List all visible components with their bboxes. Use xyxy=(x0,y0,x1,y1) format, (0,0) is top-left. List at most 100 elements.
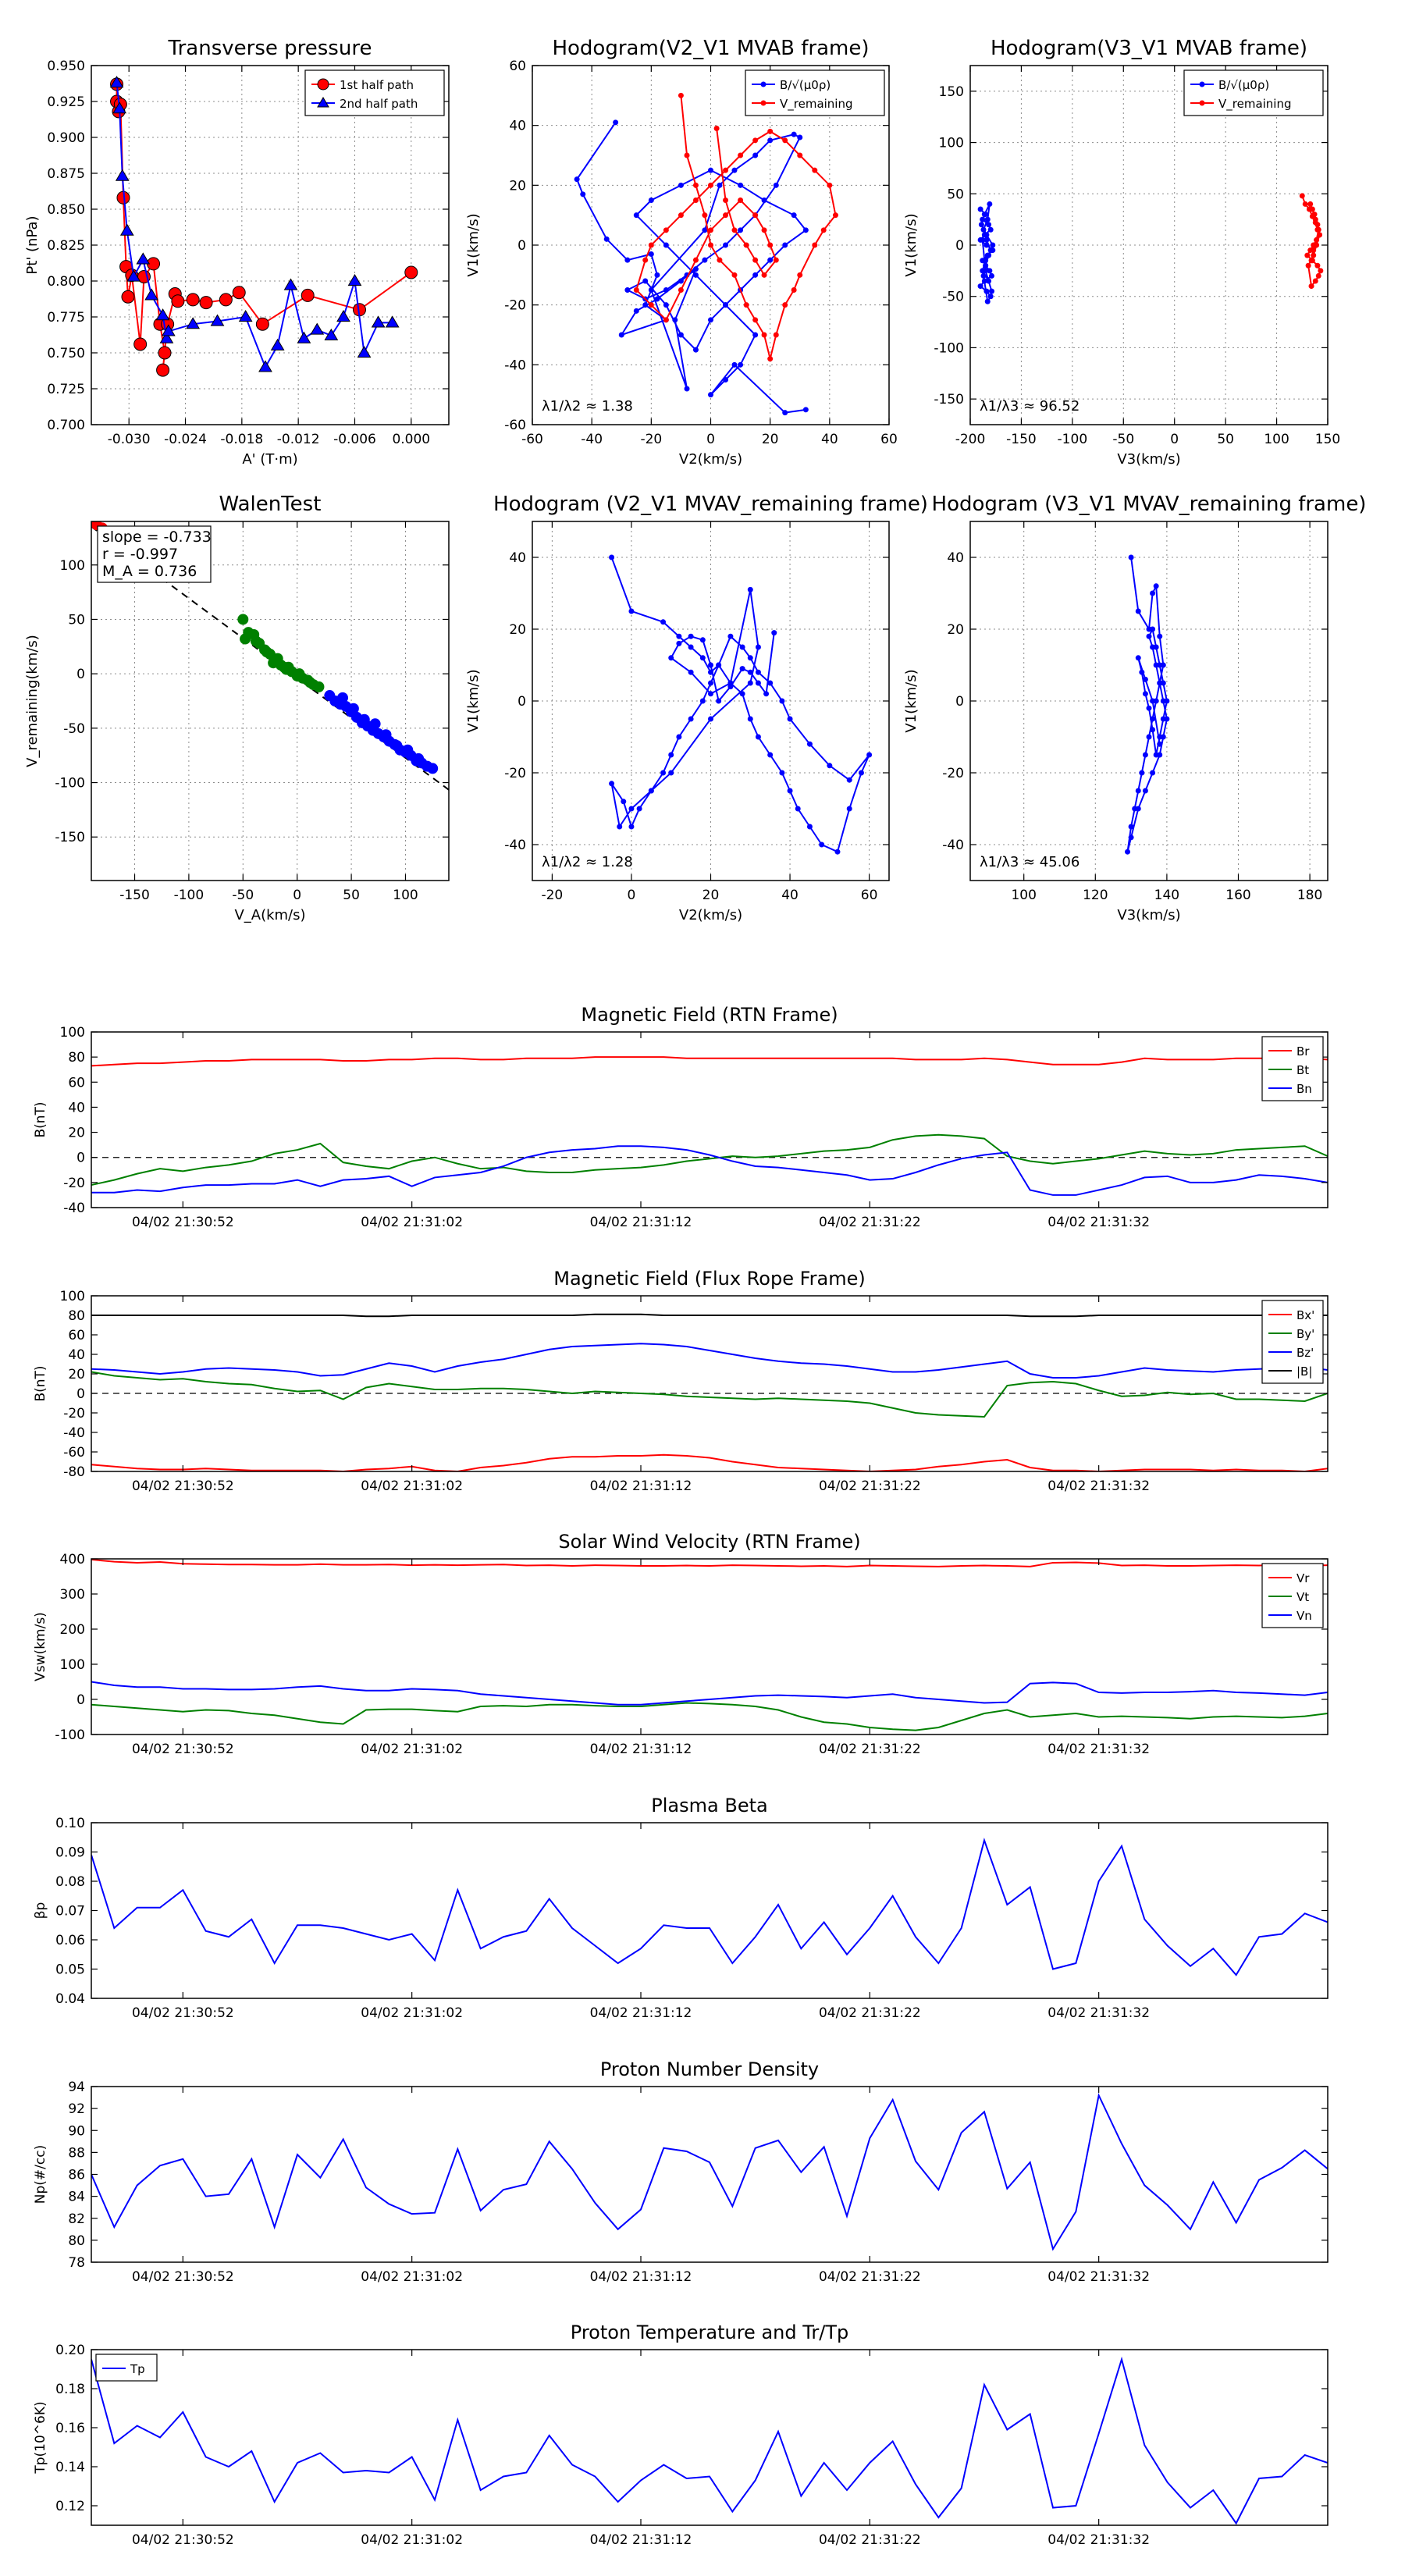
data-point xyxy=(1307,201,1314,207)
data-point xyxy=(158,346,172,360)
data-point xyxy=(688,669,694,675)
data-point xyxy=(663,302,669,308)
data-point xyxy=(1314,262,1321,269)
legend: Bx' By' Bz' |B| xyxy=(1261,1300,1324,1384)
y-tick-label: 0 xyxy=(955,694,964,710)
data-point xyxy=(1153,583,1159,589)
data-point xyxy=(293,668,305,680)
chart-title: Proton Number Density xyxy=(600,2058,819,2080)
data-point xyxy=(232,286,246,300)
y-axis-label: V_remaining(km/s) xyxy=(24,635,41,767)
x-tick-label: -0.030 xyxy=(108,432,151,447)
y-tick-label: 0.08 xyxy=(55,1874,85,1890)
y-tick-label: 0.725 xyxy=(47,382,85,397)
x-tick-label: 60 xyxy=(861,888,878,903)
data-point xyxy=(987,201,993,207)
y-tick-label: 20 xyxy=(68,1126,85,1141)
x-tick-label: -0.024 xyxy=(164,432,207,447)
legend-marker xyxy=(317,78,329,91)
chart-title: Magnetic Field (Flux Rope Frame) xyxy=(553,1268,865,1290)
data-point xyxy=(663,317,669,323)
data-point xyxy=(731,227,738,233)
data-point xyxy=(1139,669,1145,675)
y-tick-label: 50 xyxy=(68,612,85,628)
x-tick-label: -0.006 xyxy=(333,432,376,447)
data-point xyxy=(1317,232,1323,238)
data-point xyxy=(981,278,987,284)
data-point xyxy=(987,294,994,300)
y-tick-label: 20 xyxy=(947,622,964,638)
data-point xyxy=(648,788,654,794)
data-point xyxy=(806,741,813,747)
y-tick-label: 60 xyxy=(509,59,526,74)
x-tick-label: 04/02 21:31:32 xyxy=(1048,1215,1150,1230)
data-point xyxy=(977,206,984,212)
data-point xyxy=(642,302,649,308)
data-point xyxy=(668,752,674,758)
data-point xyxy=(984,242,990,248)
legend: Br Bt Bn xyxy=(1261,1036,1324,1101)
data-point xyxy=(846,777,852,783)
data-point xyxy=(1164,698,1170,704)
x-tick-label: 04/02 21:30:52 xyxy=(132,2532,234,2548)
data-point xyxy=(1299,193,1305,199)
series-line-vr xyxy=(91,1559,1328,1567)
y-tick-label: -20 xyxy=(942,766,964,781)
y-tick-label: 20 xyxy=(68,1367,85,1382)
x-tick-label: -100 xyxy=(1058,432,1088,447)
data-point xyxy=(980,216,986,222)
x-tick-label: 0 xyxy=(293,888,301,903)
data-point xyxy=(380,729,392,741)
data-point xyxy=(986,278,992,284)
data-point xyxy=(773,182,779,188)
chart-walen-test: WalenTest -150 -100 -50 0 50 100 -150 -100 -50 0 50… xyxy=(24,493,450,923)
x-tick-label: -50 xyxy=(1112,432,1134,447)
x-tick-label: 120 xyxy=(1083,888,1108,903)
y-axis-label: βp xyxy=(33,1902,48,1920)
data-point xyxy=(761,332,767,338)
x-tick-label: -60 xyxy=(521,432,543,447)
data-point xyxy=(678,278,684,284)
y-tick-label: 0 xyxy=(955,238,964,254)
data-point xyxy=(210,314,225,326)
y-tick-label: 0.14 xyxy=(55,2460,85,2475)
data-point xyxy=(1314,242,1320,248)
data-point xyxy=(279,661,290,673)
data-point xyxy=(301,288,315,302)
data-point xyxy=(678,212,684,219)
data-point xyxy=(797,152,803,158)
data-point xyxy=(755,734,761,740)
data-point xyxy=(723,302,729,308)
data-point xyxy=(978,222,984,228)
data-point xyxy=(987,247,994,254)
data-point xyxy=(688,716,694,722)
x-tick-label: 04/02 21:31:12 xyxy=(590,1215,692,1230)
y-tick-label: 40 xyxy=(68,1100,85,1115)
data-point xyxy=(779,770,785,776)
data-point xyxy=(297,331,311,343)
data-point xyxy=(980,237,986,243)
data-point xyxy=(613,119,619,126)
legend-label: 2nd half path xyxy=(340,97,418,111)
data-point xyxy=(1150,716,1156,722)
data-point xyxy=(743,302,749,308)
x-tick-label: -200 xyxy=(955,432,986,447)
data-point xyxy=(119,223,134,236)
data-point xyxy=(987,268,993,274)
chart-hodogram-v2v1-mvav: Hodogram (V2_V1 MVAV_remaining frame) -20… xyxy=(465,493,928,923)
data-point xyxy=(688,644,694,650)
axes-frame xyxy=(91,1031,1329,1208)
data-point xyxy=(1160,716,1166,722)
y-tick-label: 92 xyxy=(68,2101,85,2117)
y-tick-label: 20 xyxy=(509,622,526,638)
data-point xyxy=(1311,212,1318,218)
data-point xyxy=(618,332,624,338)
data-point xyxy=(1157,734,1163,740)
y-tick-label: -60 xyxy=(504,418,526,433)
x-tick-label: 40 xyxy=(781,888,799,903)
data-point xyxy=(676,633,682,639)
legend-label: Bz' xyxy=(1297,1346,1314,1360)
data-point xyxy=(1135,806,1141,812)
data-point xyxy=(636,806,642,812)
data-point xyxy=(747,680,753,686)
